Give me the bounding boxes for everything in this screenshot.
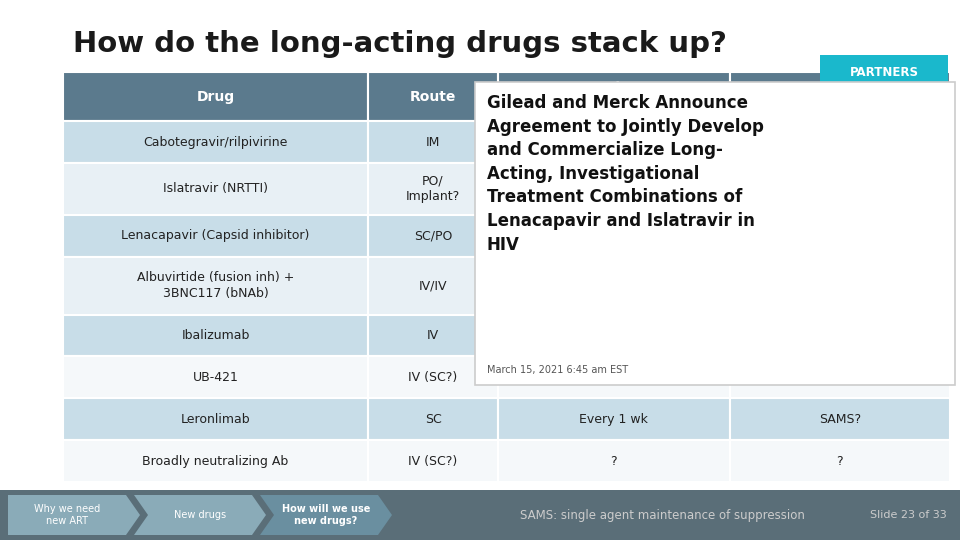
Text: How do the long-acting drugs stack up?: How do the long-acting drugs stack up? bbox=[73, 30, 727, 58]
Text: SAMS?: SAMS? bbox=[819, 371, 861, 384]
Text: Lenacapavir (Capsid inhibitor): Lenacapavir (Capsid inhibitor) bbox=[121, 230, 310, 242]
Bar bbox=[63, 121, 368, 163]
Text: Dosing
Interval: Dosing Interval bbox=[584, 81, 644, 112]
Text: SC/PO: SC/PO bbox=[414, 230, 452, 242]
Text: Islatravir (NRTTI): Islatravir (NRTTI) bbox=[163, 183, 268, 195]
Text: Albuvirtide (fusion inh) +
3BNC117 (bNAb): Albuvirtide (fusion inh) + 3BNC117 (bNAb… bbox=[137, 271, 294, 300]
Text: SAMS?: SAMS? bbox=[819, 413, 861, 426]
Bar bbox=[63, 356, 368, 399]
Bar bbox=[730, 440, 950, 482]
Bar bbox=[63, 163, 368, 215]
FancyBboxPatch shape bbox=[475, 82, 955, 385]
Text: Long-acting
Partner: Long-acting Partner bbox=[794, 81, 886, 112]
Text: Every: Every bbox=[596, 329, 632, 342]
Bar bbox=[498, 257, 730, 314]
Bar bbox=[368, 121, 498, 163]
Bar bbox=[0, 490, 960, 540]
Text: PO/
Implant?: PO/ Implant? bbox=[406, 174, 460, 204]
Text: March 15, 2021 6:45 am EST: March 15, 2021 6:45 am EST bbox=[487, 365, 628, 375]
Text: Cabotegravir/rilpivirine: Cabotegravir/rilpivirine bbox=[143, 136, 288, 148]
Bar bbox=[63, 440, 368, 482]
Bar bbox=[498, 314, 730, 356]
Text: Being tested e
4 we: Being tested e 4 we bbox=[568, 271, 660, 300]
Text: Gilead and Merck Announce
Agreement to Jointly Develop
and Commercialize Long-
A: Gilead and Merck Announce Agreement to J… bbox=[487, 94, 764, 254]
Text: Slide 23 of 33: Slide 23 of 33 bbox=[870, 510, 947, 520]
Text: Janssen: Janssen bbox=[816, 136, 864, 148]
Bar bbox=[730, 72, 950, 121]
FancyBboxPatch shape bbox=[820, 55, 948, 107]
Text: IM: IM bbox=[426, 136, 441, 148]
Bar bbox=[730, 215, 950, 257]
Bar bbox=[498, 356, 730, 399]
Bar bbox=[730, 121, 950, 163]
Text: Possibly ever: Possibly ever bbox=[573, 230, 655, 242]
Bar bbox=[498, 440, 730, 482]
Bar bbox=[63, 257, 368, 314]
Bar bbox=[730, 163, 950, 215]
Text: Daily; possi-
long: Daily; possi- long bbox=[576, 174, 652, 204]
Bar bbox=[498, 399, 730, 440]
Text: IV: IV bbox=[427, 329, 439, 342]
Text: New drugs: New drugs bbox=[174, 510, 226, 520]
Bar bbox=[368, 440, 498, 482]
Bar bbox=[368, 399, 498, 440]
Text: Monthly/~: Monthly/~ bbox=[582, 136, 646, 148]
Bar bbox=[498, 215, 730, 257]
Bar bbox=[63, 314, 368, 356]
Bar bbox=[368, 215, 498, 257]
Bar bbox=[368, 72, 498, 121]
Bar bbox=[368, 356, 498, 399]
Bar bbox=[63, 215, 368, 257]
Bar bbox=[730, 399, 950, 440]
Bar bbox=[368, 314, 498, 356]
Text: How will we use
new drugs?: How will we use new drugs? bbox=[282, 504, 371, 526]
Text: IV (SC?): IV (SC?) bbox=[408, 371, 458, 384]
Polygon shape bbox=[260, 495, 392, 535]
Bar bbox=[498, 163, 730, 215]
Text: Drug: Drug bbox=[197, 90, 234, 104]
Text: Every 2 wk: Every 2 wk bbox=[580, 371, 648, 384]
Bar bbox=[63, 399, 368, 440]
Text: Route: Route bbox=[410, 90, 456, 104]
Bar bbox=[498, 72, 730, 121]
Bar bbox=[730, 314, 950, 356]
Polygon shape bbox=[8, 495, 140, 535]
Bar bbox=[498, 121, 730, 163]
Text: SC: SC bbox=[424, 413, 442, 426]
Text: Why we need
new ART: Why we need new ART bbox=[34, 504, 100, 526]
Text: PARTNERS
WANTED!!!: PARTNERS WANTED!!! bbox=[847, 66, 921, 96]
Text: UB-421: UB-421 bbox=[193, 371, 238, 384]
Bar bbox=[730, 257, 950, 314]
Bar bbox=[63, 72, 368, 121]
Bar bbox=[368, 257, 498, 314]
Text: SAMS: single agent maintenance of suppression: SAMS: single agent maintenance of suppre… bbox=[520, 509, 804, 522]
Text: Leronlimab: Leronlimab bbox=[180, 413, 251, 426]
Bar bbox=[730, 356, 950, 399]
Text: IV (SC?): IV (SC?) bbox=[408, 455, 458, 468]
Text: ?: ? bbox=[836, 455, 843, 468]
Bar bbox=[368, 163, 498, 215]
Text: ?: ? bbox=[611, 455, 617, 468]
Text: Every 1 wk: Every 1 wk bbox=[580, 413, 648, 426]
Text: Broadly neutralizing Ab: Broadly neutralizing Ab bbox=[142, 455, 289, 468]
Text: IV/IV: IV/IV bbox=[419, 279, 447, 292]
Polygon shape bbox=[134, 495, 266, 535]
Text: Ibalizumab: Ibalizumab bbox=[181, 329, 250, 342]
